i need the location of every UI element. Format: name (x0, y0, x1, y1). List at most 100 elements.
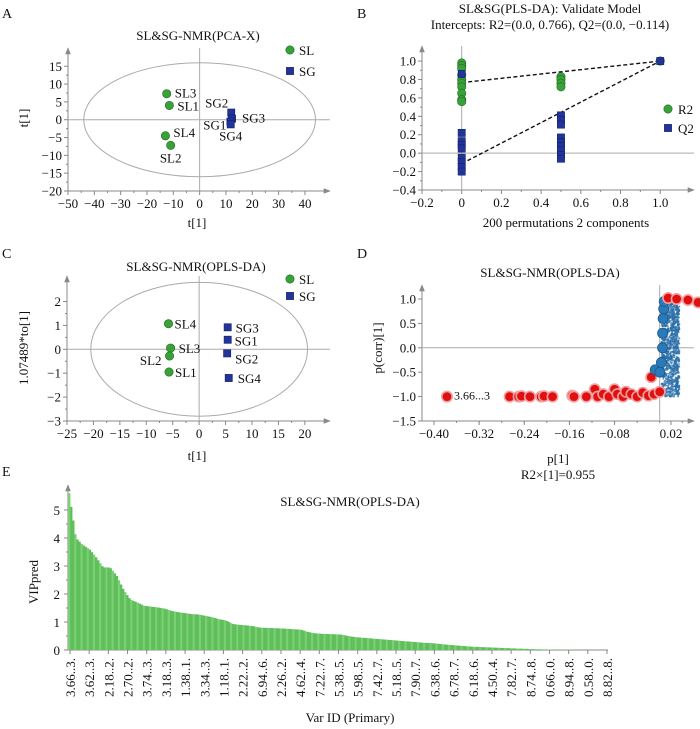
loading-point (672, 385, 675, 388)
y-tick-label: 15 (49, 59, 62, 74)
loading-point (673, 361, 677, 365)
y-tick-label: 5 (54, 503, 61, 518)
vip-bar (76, 539, 79, 650)
legend-marker-sg (286, 67, 294, 75)
vip-bar (232, 624, 235, 650)
vip-bar (416, 642, 420, 650)
vip-bar (385, 639, 389, 650)
loading-point-negative-loadings (440, 390, 453, 403)
panel-e-xlabel: Var ID (Primary) (306, 710, 395, 725)
vip-bar (531, 649, 534, 650)
vip-bar (443, 644, 447, 650)
x-tick-label: 5.38..5. (332, 658, 347, 697)
y-tick-label: −5 (48, 130, 62, 145)
vip-bar (169, 610, 173, 650)
loading-point (661, 325, 664, 328)
panel-letter-d: D (357, 247, 367, 262)
vip-bar (402, 641, 405, 650)
x-tick-label: 5 (222, 426, 229, 441)
legend-marker-sg (286, 292, 294, 300)
data-point-q2 (457, 144, 466, 153)
vip-bar (68, 493, 71, 650)
legend-marker-sl (285, 45, 295, 55)
loading-point (677, 316, 680, 319)
panel-b: B SL&SG(PLS-DA): Validate Model Intercep… (357, 1, 695, 230)
loading-point (670, 336, 673, 339)
point-label: SL2 (140, 353, 162, 368)
vip-bar (414, 642, 418, 650)
y-tick-label: 0 (55, 342, 62, 357)
x-tick-label: 1.0 (652, 195, 668, 210)
vip-bar (398, 640, 401, 650)
x-tick-label: 4.50..4. (485, 658, 500, 697)
vip-bar (533, 649, 536, 650)
panel-d-ylabel: p(corr)[1] (370, 322, 385, 373)
loading-point (677, 378, 679, 381)
loading-point (673, 335, 677, 339)
vip-bar (225, 620, 229, 650)
vip-bar (483, 647, 486, 650)
vip-bar (433, 643, 436, 650)
vip-bar (128, 598, 131, 650)
loading-point (675, 380, 678, 383)
x-tick-label: 3.62..3. (82, 658, 97, 697)
x-tick-label: −10 (163, 196, 183, 211)
vip-bar (412, 641, 416, 650)
panel-letter-c: C (2, 247, 11, 262)
x-tick-label: −0.32 (464, 426, 494, 441)
vip-bar (126, 595, 129, 650)
vip-bar (404, 641, 407, 650)
vip-bar (124, 592, 127, 650)
x-tick-label: −0.08 (600, 426, 630, 441)
y-tick-label: 0.4 (400, 109, 417, 124)
point-label: SG4 (238, 371, 262, 386)
loading-point (668, 304, 671, 307)
vip-bar (277, 628, 281, 650)
loading-point (669, 388, 672, 392)
point-label: SG2 (205, 96, 228, 111)
legend-label-r2: R2 (678, 102, 693, 117)
vip-bar (238, 624, 241, 650)
loading-point (674, 376, 677, 379)
data-point-q2 (557, 154, 565, 163)
panel-d-xlabel2: R2×[1]=0.955 (521, 467, 595, 482)
loading-point (666, 368, 669, 371)
loading-point (670, 355, 673, 358)
loading-point (667, 350, 670, 353)
loading-point (675, 386, 678, 389)
vip-bar (161, 608, 164, 650)
vip-bar (466, 646, 470, 650)
loading-point (671, 369, 674, 372)
vip-bar (439, 644, 443, 650)
vip-bar (254, 626, 258, 650)
point-label: SL1 (175, 365, 197, 380)
vip-bar (219, 619, 222, 650)
x-tick-label: 5.18..5. (389, 658, 404, 697)
vip-bar (425, 642, 428, 650)
loading-point (678, 328, 681, 331)
vip-bar (119, 584, 123, 650)
y-tick-label: 2 (54, 587, 61, 602)
loading-point (671, 326, 674, 330)
x-tick-label: 8.74..8. (523, 658, 538, 697)
data-point-q2 (656, 57, 665, 65)
legend-label-sg: SG (299, 289, 316, 304)
vip-bar (227, 622, 231, 650)
vip-bar (290, 629, 293, 650)
loading-point (665, 389, 669, 393)
vip-bar (244, 625, 247, 650)
point-annotation: 3.66...3 (454, 389, 490, 403)
x-tick-label: 5.98..5. (351, 658, 366, 697)
loading-point (671, 375, 674, 378)
vip-bar (518, 648, 522, 650)
loading-point-negative-loadings (653, 385, 666, 398)
panel-b-title: SL&SG(PLS-DA): Validate Model (459, 1, 642, 16)
vip-bar (157, 607, 160, 650)
vip-bar (273, 628, 276, 650)
panel-a-plot: −50 −40 −30 −20 −10 0 10 20 30 40 15 10 5 0 −5 −10 −15 −2… (42, 43, 331, 211)
vip-bar (489, 647, 492, 650)
x-tick-label: 8.94..8. (562, 658, 577, 697)
loading-point-positive-top (692, 296, 700, 309)
vip-bar (543, 649, 546, 650)
vip-bar (356, 637, 360, 650)
